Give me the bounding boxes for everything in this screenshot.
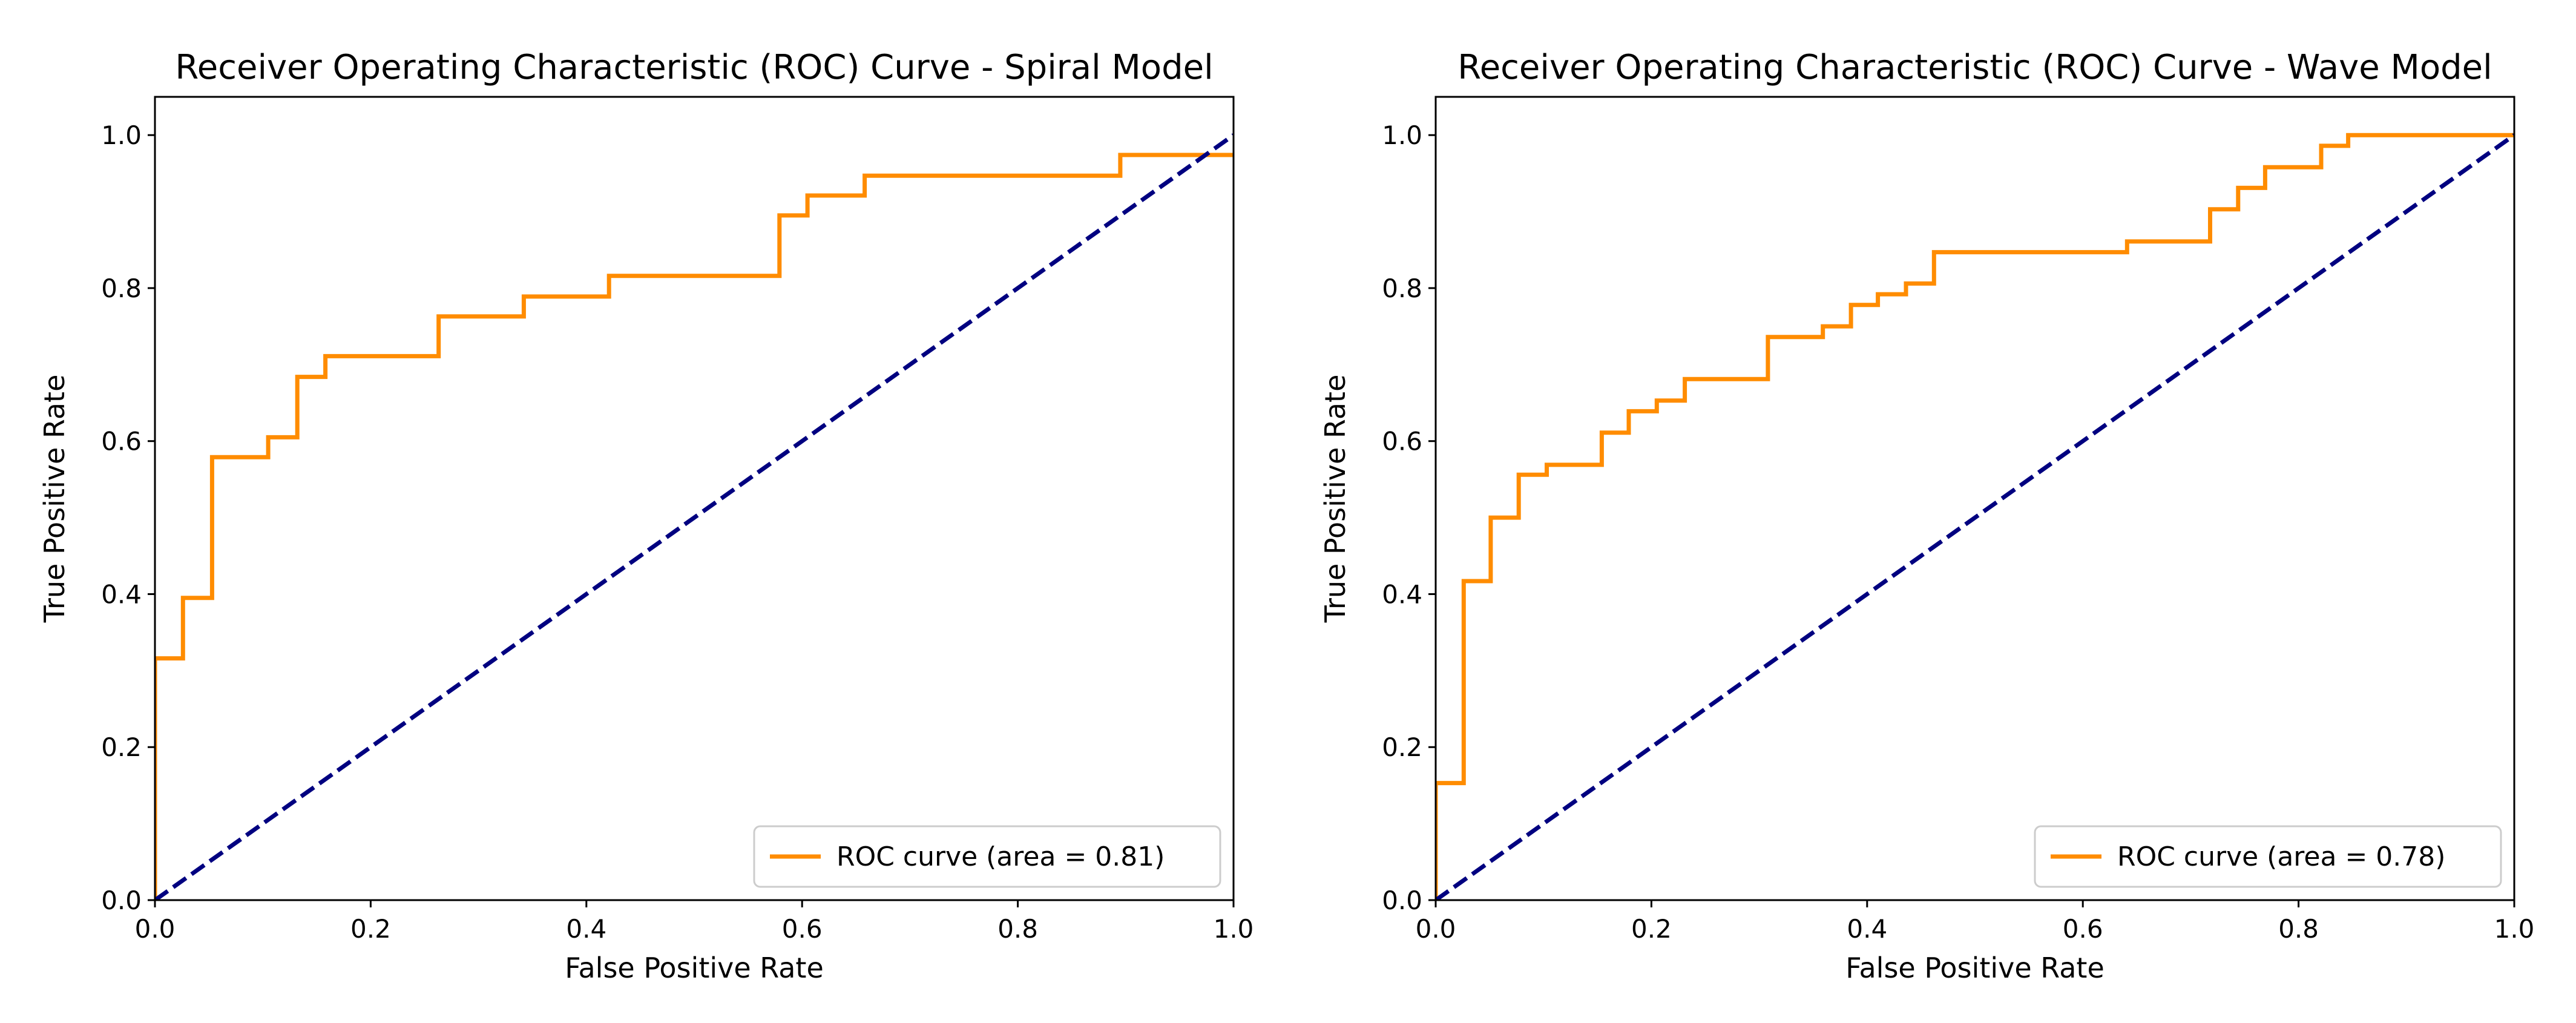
- chart-panel-2: 0.0 0.2 0.4 0.6 0.8 1.0 0.0 0.2 0.4 0.6 0.8 1.0 Fals…: [1319, 48, 2534, 984]
- roc-curve-line: [1436, 133, 2514, 900]
- legend-box: [753, 825, 1221, 888]
- x-axis-label: False Positive Rate: [1845, 952, 2104, 984]
- y-tick-label: 0.8: [1382, 274, 1422, 303]
- y-tick-label: 0.4: [1382, 579, 1422, 609]
- legend-label: ROC curve (area = 0.81): [836, 841, 1165, 872]
- x-axis-label: False Positive Rate: [565, 952, 824, 984]
- x-tick-label: 0.6: [2063, 914, 2103, 944]
- y-tick-label: 1.0: [101, 120, 142, 150]
- y-tick-label: 0.0: [1382, 886, 1422, 915]
- x-tick-label: 0.4: [1847, 914, 1887, 944]
- y-tick-label: 0.0: [101, 886, 142, 915]
- chart-title: Receiver Operating Characteristic (ROC) …: [1457, 48, 2492, 87]
- chart-title: Receiver Operating Characteristic (ROC) …: [175, 48, 1213, 87]
- legend-label: ROC curve (area = 0.78): [2117, 841, 2445, 872]
- x-tick-label: 1.0: [2494, 914, 2535, 944]
- x-tick-label: 0.2: [1631, 914, 1672, 944]
- roc-curve-line: [155, 153, 1234, 900]
- x-tick-label: 0.8: [997, 914, 1038, 944]
- chance-diagonal-line: [155, 133, 1234, 900]
- legend-box: [2034, 825, 2502, 888]
- y-tick-label: 0.6: [1382, 427, 1422, 456]
- legend: ROC curve (area = 0.78): [2034, 825, 2502, 888]
- y-tick-label: 0.2: [101, 732, 142, 762]
- x-tick-label: 0.0: [1416, 914, 1456, 944]
- y-axis-label: True Positive Rate: [1319, 375, 1352, 623]
- chart-panel-1: 0.0 0.2 0.4 0.6 0.8 1.0 0.0 0.2 0.4 0.6 0.8 1.0 Fals…: [38, 48, 1254, 984]
- y-tick-label: 1.0: [1382, 120, 1422, 150]
- y-tick-label: 0.8: [101, 274, 142, 303]
- axes-frame: [154, 96, 1235, 901]
- axes-frame: [1434, 96, 2515, 901]
- legend: ROC curve (area = 0.81): [753, 825, 1221, 888]
- y-tick-label: 0.4: [101, 579, 142, 609]
- x-tick-label: 0.0: [135, 914, 176, 944]
- chance-diagonal-line: [1436, 133, 2514, 900]
- y-axis-label: True Positive Rate: [38, 375, 71, 623]
- x-tick-label: 0.4: [566, 914, 606, 944]
- y-tick-label: 0.6: [101, 427, 142, 456]
- x-tick-label: 1.0: [1214, 914, 1254, 944]
- x-tick-label: 0.8: [2278, 914, 2319, 944]
- x-tick-label: 0.6: [782, 914, 823, 944]
- y-tick-label: 0.2: [1382, 732, 1422, 762]
- x-tick-label: 0.2: [350, 914, 391, 944]
